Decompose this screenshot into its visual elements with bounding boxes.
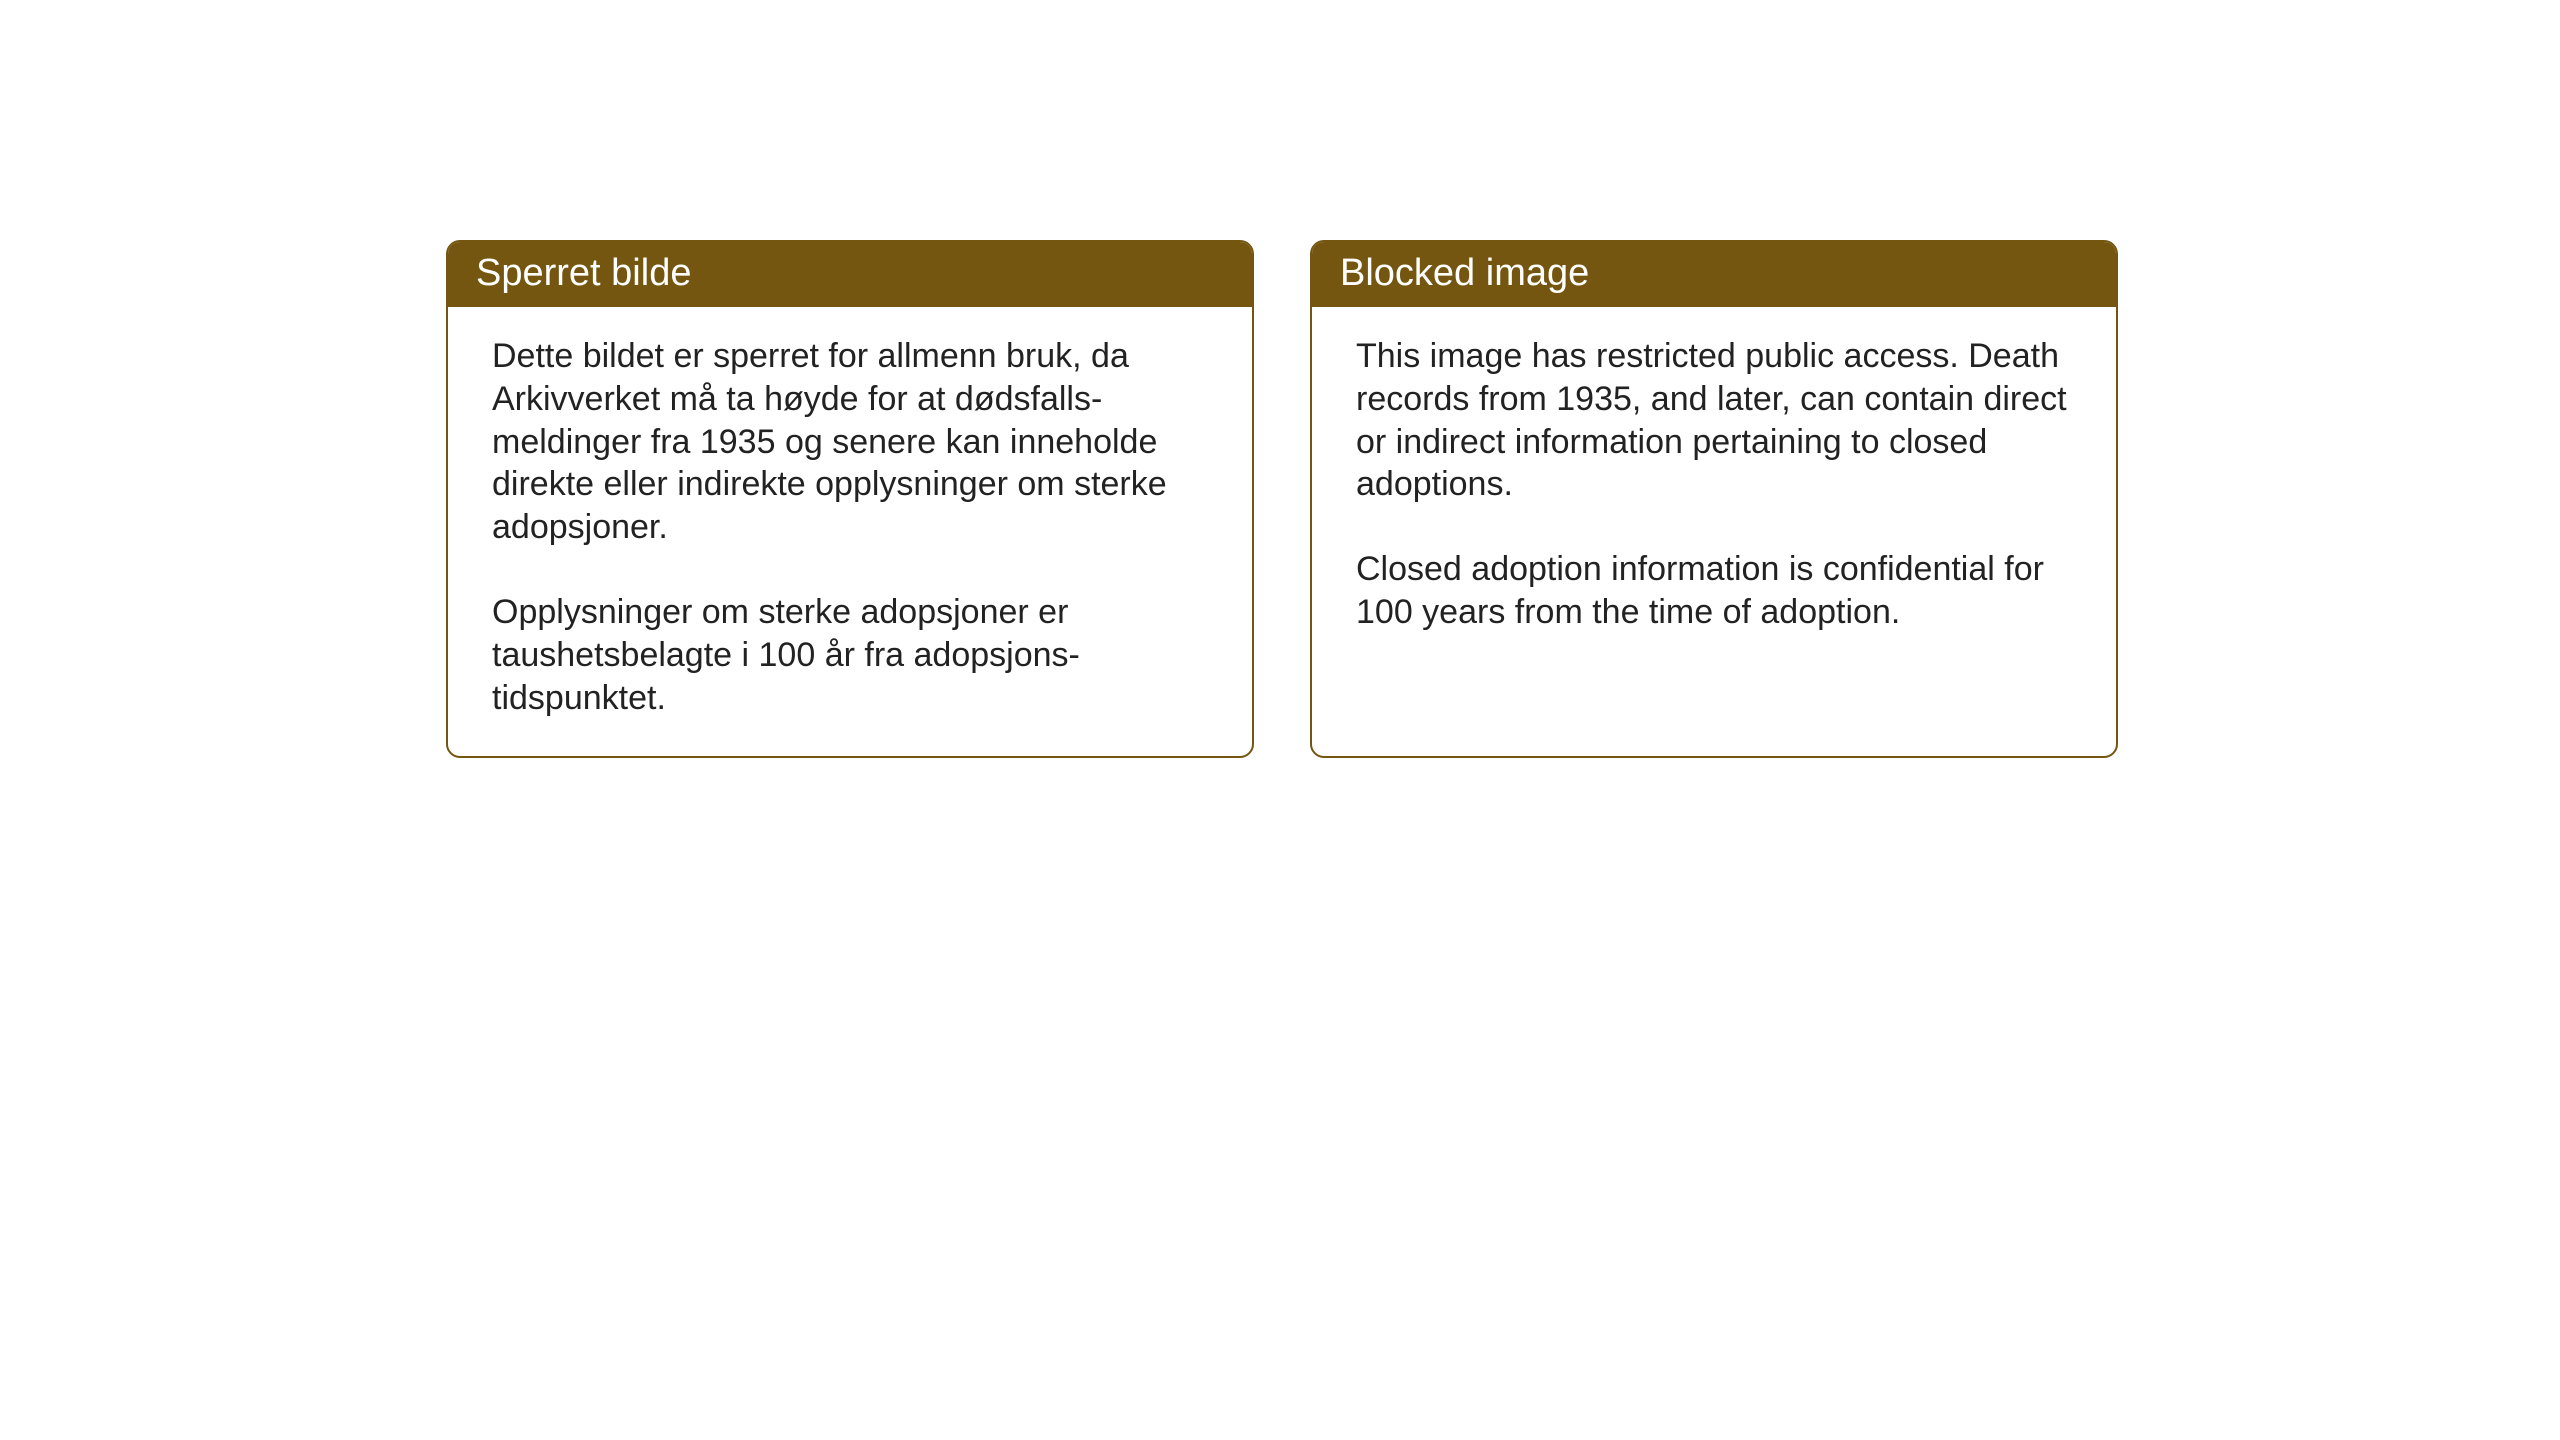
notice-paragraph-1-norwegian: Dette bildet er sperret for allmenn bruk…: [492, 335, 1208, 549]
notice-paragraph-1-english: This image has restricted public access.…: [1356, 335, 2072, 506]
notice-header-english: Blocked image: [1312, 242, 2116, 307]
notice-header-norwegian: Sperret bilde: [448, 242, 1252, 307]
notice-card-english: Blocked image This image has restricted …: [1310, 240, 2118, 758]
notice-paragraph-2-norwegian: Opplysninger om sterke adopsjoner er tau…: [492, 591, 1208, 719]
notice-paragraph-2-english: Closed adoption information is confident…: [1356, 548, 2072, 634]
notice-container: Sperret bilde Dette bildet er sperret fo…: [446, 240, 2118, 758]
notice-body-norwegian: Dette bildet er sperret for allmenn bruk…: [448, 307, 1252, 756]
notice-card-norwegian: Sperret bilde Dette bildet er sperret fo…: [446, 240, 1254, 758]
notice-body-english: This image has restricted public access.…: [1312, 307, 2116, 711]
